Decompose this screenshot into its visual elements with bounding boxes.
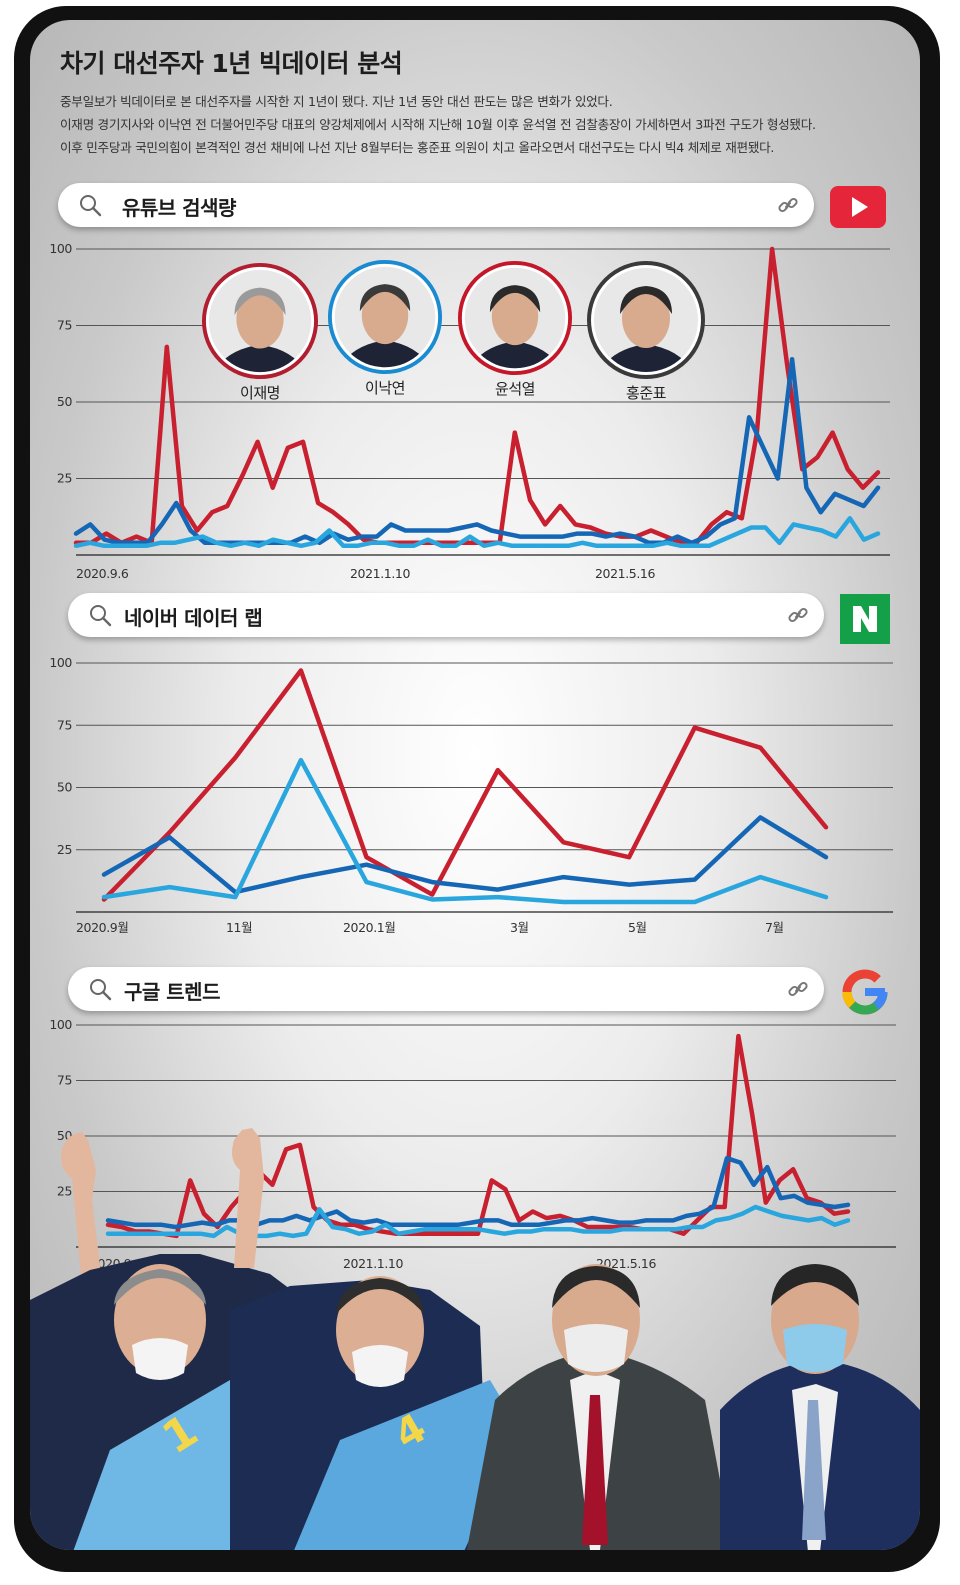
intro-text: 중부일보가 빅데이터로 본 대선주자를 시작한 지 1년이 됐다. 지난 1년 …	[60, 90, 910, 159]
intro-line: 이후 민주당과 국민의힘이 본격적인 경선 채비에 나선 지난 8월부터는 홍준…	[60, 140, 775, 155]
x-tick-label: 5월	[628, 920, 647, 935]
y-tick-label: 75	[57, 717, 72, 732]
x-tick-label: 2020.1월	[343, 920, 395, 935]
series-line-blue	[73, 356, 881, 546]
x-tick-label: 2020.9.6	[90, 1256, 143, 1271]
x-tick-label: 2020.9.6	[76, 566, 129, 581]
youtube-searchbar[interactable]: 유튜브 검색량	[58, 183, 814, 227]
youtube-logo-icon[interactable]	[830, 186, 886, 228]
link-icon[interactable]	[776, 193, 800, 217]
x-tick-label: 11월	[226, 920, 252, 935]
naver-searchbar[interactable]: 네이버 데이터 랩	[68, 593, 824, 637]
searchbar-label: 유튜브 검색량	[122, 196, 236, 220]
y-tick-label: 25	[57, 1184, 72, 1199]
series-line-lightblue	[101, 757, 829, 905]
searchbar-label: 구글 트렌드	[124, 980, 220, 1004]
link-icon[interactable]	[786, 603, 810, 627]
intro-line: 이재명 경기지사와 이낙연 전 더불어민주당 대표의 양강체제에서 시작해 지난…	[60, 117, 816, 132]
y-tick-label: 50	[57, 394, 73, 409]
series-line-blue	[105, 1155, 851, 1230]
series-line-lightblue	[105, 1204, 851, 1239]
candidate-portrait	[201, 262, 319, 384]
series-line-lightblue	[73, 516, 881, 549]
x-tick-label: 2020.9월	[76, 920, 128, 935]
series-line-red	[105, 1033, 851, 1239]
candidate-portrait	[586, 260, 706, 384]
candidate-portrait	[457, 260, 573, 380]
y-tick-label: 50	[57, 1128, 73, 1143]
candidate-name: 홍준표	[626, 384, 666, 402]
naver-chart: 25 50 75 100 2020.9월 11월 2020.1월 3월 5월 7월	[49, 655, 893, 935]
search-icon	[90, 605, 112, 627]
x-tick-label: 2021.5.16	[595, 566, 655, 581]
google-logo-icon[interactable]	[838, 965, 892, 1019]
y-tick-label: 75	[57, 1073, 72, 1088]
y-tick-label: 100	[49, 241, 72, 256]
y-tick-label: 50	[57, 780, 73, 795]
x-tick-label: 2021.5.16	[596, 1256, 656, 1271]
naver-logo-icon[interactable]	[840, 594, 890, 644]
portrait-image	[587, 261, 705, 379]
google-chart: 25 50 75 100 2020.9.6 2021.1.10 2021.5.16	[49, 1017, 896, 1271]
candidate-name: 이재명	[240, 384, 280, 402]
x-tick-label: 2021.1.10	[350, 566, 410, 581]
series-line-blue	[101, 815, 829, 895]
link-icon[interactable]	[786, 977, 810, 1001]
portrait-image	[457, 260, 573, 376]
search-icon	[90, 979, 112, 1001]
y-tick-label: 75	[57, 318, 72, 333]
page-title: 차기 대선주자 1년 빅데이터 분석	[60, 49, 403, 78]
portrait-image	[327, 259, 443, 375]
x-tick-label: 3월	[510, 920, 529, 935]
y-tick-label: 100	[49, 1017, 72, 1032]
x-tick-label: 7월	[765, 920, 784, 935]
google-searchbar[interactable]: 구글 트렌드	[68, 967, 824, 1011]
intro-line: 중부일보가 빅데이터로 본 대선주자를 시작한 지 1년이 됐다. 지난 1년 …	[60, 94, 613, 109]
portrait-image	[201, 262, 319, 380]
y-tick-label: 25	[57, 842, 72, 857]
searchbar-label: 네이버 데이터 랩	[124, 606, 263, 630]
candidate-name: 윤석열	[495, 380, 535, 398]
series-line-red	[101, 668, 829, 902]
x-tick-label: 2021.1.10	[343, 1256, 403, 1271]
y-tick-label: 100	[49, 655, 72, 670]
y-tick-label: 25	[57, 471, 72, 486]
search-icon	[80, 195, 102, 217]
candidate-name: 이낙연	[365, 379, 405, 397]
candidate-portrait	[327, 259, 443, 379]
